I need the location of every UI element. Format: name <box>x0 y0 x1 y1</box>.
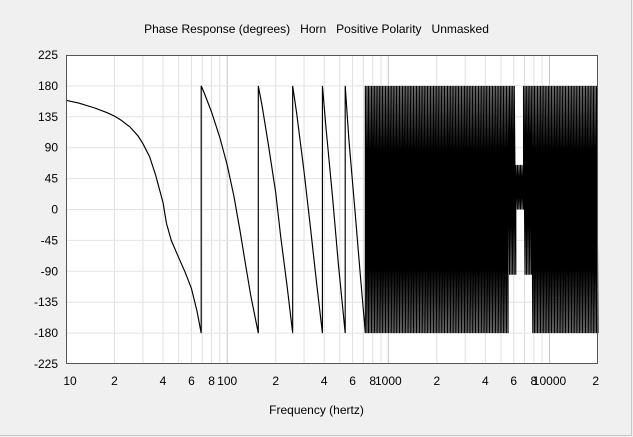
y-tick-label: -90 <box>41 264 59 278</box>
x-tick-label: 2 <box>592 374 599 388</box>
y-tick-label: 0 <box>51 203 58 217</box>
x-tick-label: 4 <box>482 374 489 388</box>
x-axis-title: Frequency (hertz) <box>269 403 364 417</box>
y-tick-label: -225 <box>34 357 58 371</box>
y-tick-label: 90 <box>45 141 59 155</box>
x-tick-label: 10000 <box>533 374 567 388</box>
x-tick-label: 2 <box>111 374 118 388</box>
y-tick-label: -45 <box>41 233 59 247</box>
x-tick-label: 8 <box>369 374 376 388</box>
phase-line <box>65 85 599 334</box>
x-tick-label: 1000 <box>375 374 402 388</box>
y-tick-label: -135 <box>34 295 58 309</box>
x-tick-label: 100 <box>217 374 237 388</box>
x-tick-label: 2 <box>272 374 279 388</box>
plot-border <box>66 55 598 364</box>
x-tick-label: 10 <box>63 374 77 388</box>
y-tick-label: -180 <box>34 326 58 340</box>
x-tick-label: 4 <box>321 374 328 388</box>
x-tick-label: 4 <box>160 374 167 388</box>
x-tick-label: 8 <box>531 374 538 388</box>
x-tick-label: 6 <box>188 374 195 388</box>
y-tick-label: 180 <box>38 79 58 93</box>
x-tick-label: 6 <box>349 374 356 388</box>
x-tick-label: 8 <box>208 374 215 388</box>
x-tick-label: 2 <box>433 374 440 388</box>
y-tick-label: 135 <box>38 110 58 124</box>
y-tick-label: 225 <box>38 48 58 62</box>
chart-title: Phase Response (degrees) Horn Positive P… <box>144 22 489 36</box>
x-tick-label: 6 <box>510 374 517 388</box>
y-tick-label: 45 <box>45 172 59 186</box>
